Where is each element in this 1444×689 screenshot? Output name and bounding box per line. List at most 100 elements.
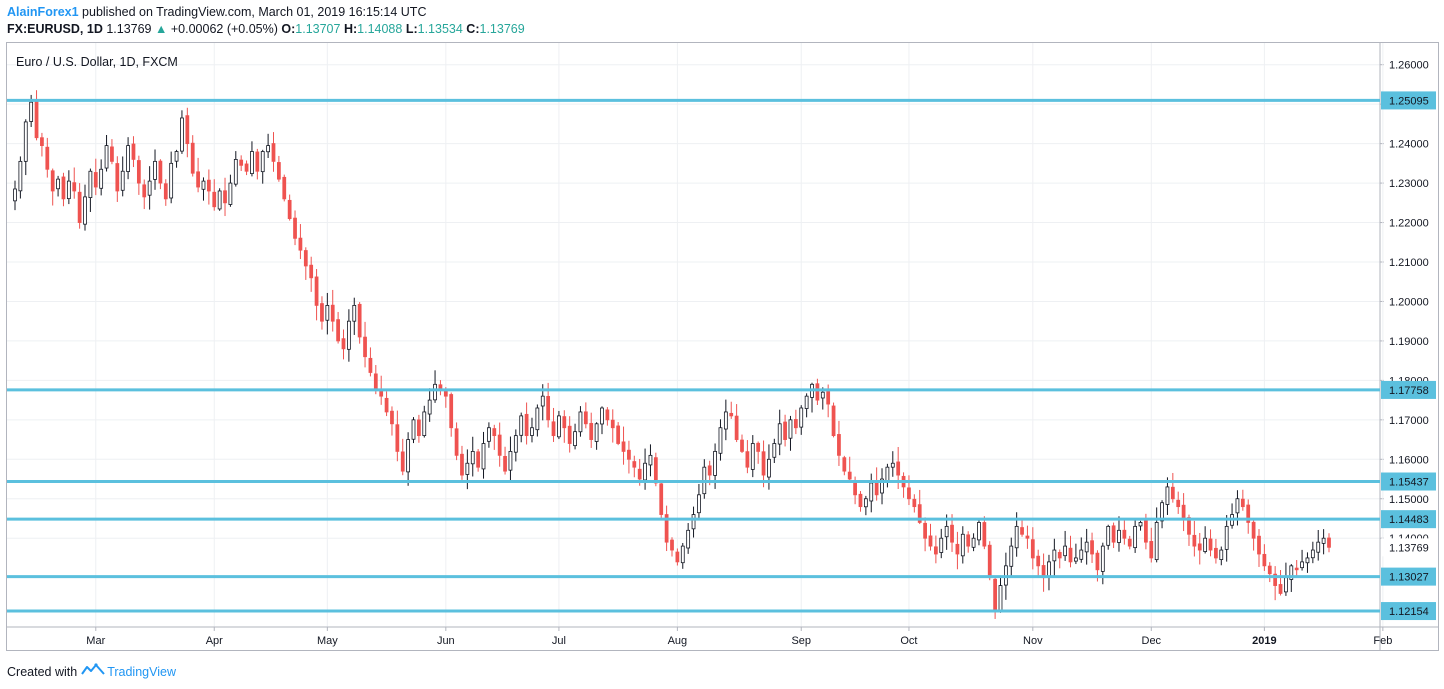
candle-body[interactable] — [1047, 561, 1051, 578]
tradingview-link[interactable]: TradingView — [107, 664, 176, 679]
candle-body[interactable] — [93, 172, 98, 188]
candle-body[interactable] — [643, 462, 647, 481]
candle-body[interactable] — [1057, 551, 1062, 559]
candle-body[interactable] — [1052, 549, 1057, 562]
candle-body[interactable] — [142, 184, 147, 198]
candle-body[interactable] — [680, 545, 685, 564]
candle-body[interactable] — [1214, 547, 1218, 559]
candle-body[interactable] — [723, 411, 728, 430]
candle-body[interactable] — [395, 424, 400, 452]
candle-body[interactable] — [761, 451, 766, 476]
candle-body[interactable] — [869, 482, 874, 502]
candle-body[interactable] — [390, 410, 394, 425]
candle-body[interactable] — [223, 190, 227, 204]
candle-body[interactable] — [126, 145, 130, 172]
candle-body[interactable] — [1095, 552, 1100, 571]
candle-body[interactable] — [357, 303, 362, 338]
candle-body[interactable] — [158, 160, 163, 184]
candle-body[interactable] — [987, 544, 992, 579]
candle-body[interactable] — [691, 514, 696, 530]
chart-panel[interactable]: 1.260001.250001.240001.230001.220001.210… — [6, 42, 1439, 651]
candle-body[interactable] — [411, 419, 416, 440]
candle-body[interactable] — [632, 461, 637, 468]
candle-body[interactable] — [1144, 519, 1148, 543]
candle-body[interactable] — [363, 336, 367, 358]
candle-body[interactable] — [772, 443, 777, 458]
candle-body[interactable] — [330, 304, 335, 322]
candle-body[interactable] — [341, 338, 346, 350]
candle-body[interactable] — [853, 480, 857, 496]
candle-body[interactable] — [1063, 545, 1068, 557]
candle-body[interactable] — [1149, 541, 1154, 559]
candle-body[interactable] — [454, 428, 459, 456]
candle-body[interactable] — [104, 145, 109, 169]
candle-body[interactable] — [406, 439, 411, 473]
candle-body[interactable] — [88, 170, 93, 199]
candle-body[interactable] — [729, 412, 734, 417]
candle-body[interactable] — [530, 427, 534, 436]
author-link[interactable]: AlainForex1 — [7, 5, 79, 19]
candle-body[interactable] — [653, 457, 658, 484]
candle-body[interactable] — [540, 395, 545, 407]
candle-body[interactable] — [734, 415, 739, 440]
candle-body[interactable] — [427, 399, 432, 415]
candle-body[interactable] — [1122, 529, 1127, 539]
candle-body[interactable] — [460, 453, 464, 476]
candle-body[interactable] — [815, 383, 820, 401]
candle-body[interactable] — [1257, 535, 1261, 555]
candle-body[interactable] — [675, 551, 680, 563]
candle-body[interactable] — [1284, 577, 1288, 593]
candle-body[interactable] — [1036, 555, 1041, 567]
candle-body[interactable] — [820, 391, 825, 399]
candle-body[interactable] — [180, 117, 184, 152]
candle-body[interactable] — [1079, 549, 1084, 560]
candle-body[interactable] — [659, 483, 664, 515]
candle-body[interactable] — [1074, 557, 1078, 562]
candle-body[interactable] — [314, 276, 319, 306]
candle-body[interactable] — [260, 151, 265, 173]
candle-body[interactable] — [56, 178, 60, 190]
candle-body[interactable] — [583, 411, 588, 425]
candle-body[interactable] — [933, 546, 938, 555]
candle-body[interactable] — [1224, 525, 1229, 550]
candle-body[interactable] — [1009, 545, 1014, 567]
candle-body[interactable] — [1187, 517, 1191, 535]
candle-body[interactable] — [799, 407, 804, 428]
candle-body[interactable] — [697, 494, 701, 514]
candle-body[interactable] — [955, 543, 960, 555]
candle-body[interactable] — [1316, 541, 1321, 553]
candle-body[interactable] — [77, 191, 82, 223]
candle-body[interactable] — [228, 182, 233, 205]
candle-body[interactable] — [83, 196, 87, 225]
candle-body[interactable] — [298, 237, 303, 251]
candle-body[interactable] — [567, 425, 572, 444]
candle-body[interactable] — [917, 504, 922, 523]
candle-body[interactable] — [578, 411, 583, 433]
candle-body[interactable] — [492, 428, 497, 437]
candle-body[interactable] — [1133, 525, 1138, 549]
candle-body[interactable] — [1273, 573, 1278, 586]
candle-body[interactable] — [282, 176, 287, 200]
candle-body[interactable] — [546, 395, 551, 421]
candle-body[interactable] — [497, 434, 502, 456]
candle-body[interactable] — [686, 529, 691, 549]
candle-body[interactable] — [352, 305, 357, 322]
candle-body[interactable] — [325, 305, 330, 321]
candle-body[interactable] — [487, 427, 491, 442]
candle-body[interactable] — [293, 217, 297, 239]
candle-body[interactable] — [61, 176, 66, 200]
candle-body[interactable] — [449, 394, 454, 429]
candle-body[interactable] — [481, 443, 486, 470]
candle-body[interactable] — [1300, 561, 1304, 569]
candle-body[interactable] — [110, 146, 114, 162]
candle-body[interactable] — [13, 188, 17, 202]
candle-body[interactable] — [1025, 535, 1030, 539]
candle-body[interactable] — [664, 514, 669, 543]
candle-body[interactable] — [1219, 549, 1224, 560]
candle-body[interactable] — [670, 539, 674, 551]
candle-body[interactable] — [465, 462, 470, 475]
candle-body[interactable] — [1160, 502, 1164, 522]
candle-body[interactable] — [1278, 584, 1283, 594]
candle-body[interactable] — [1305, 557, 1310, 564]
candle-body[interactable] — [1165, 486, 1170, 505]
